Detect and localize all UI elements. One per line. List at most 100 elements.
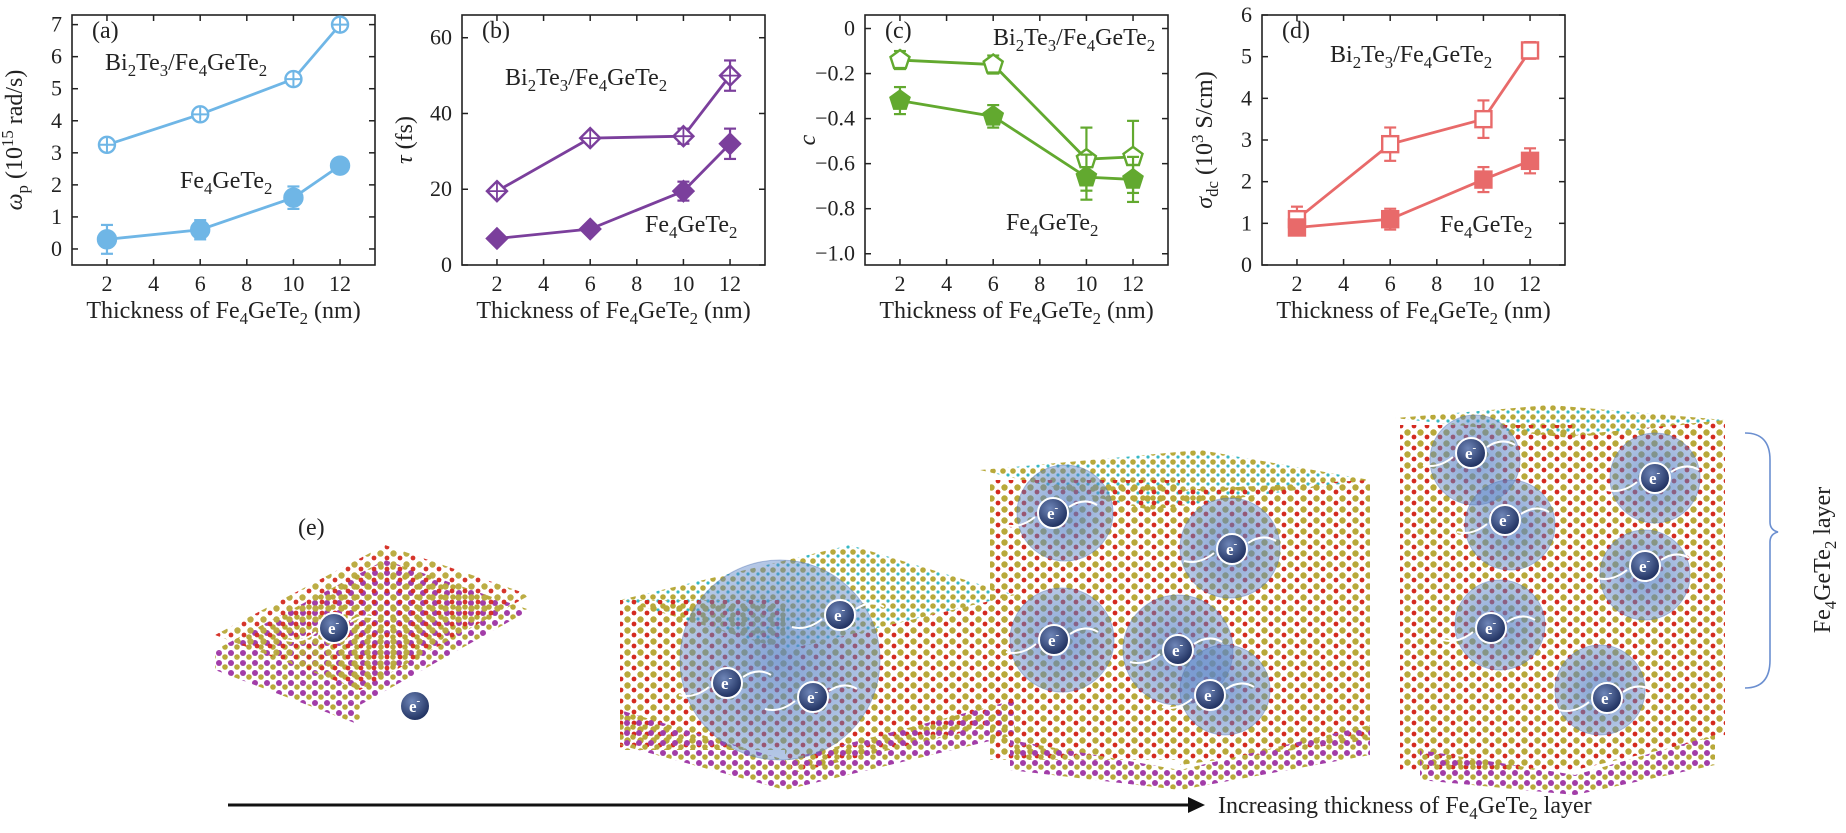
x-tick-label: 6 xyxy=(195,271,206,296)
electron-label: e- xyxy=(1465,442,1477,463)
x-tick-label: 12 xyxy=(1519,271,1541,296)
y-tick-label: −0.4 xyxy=(815,106,855,131)
series-fe4gete2 xyxy=(96,155,351,255)
electron-path xyxy=(1596,569,1628,580)
plot-frame xyxy=(461,14,766,266)
electron: e- xyxy=(791,599,885,631)
electron-path xyxy=(1068,500,1098,508)
data-point xyxy=(982,53,1005,74)
x-tick-label: 4 xyxy=(941,271,952,296)
series-fe4gete2 xyxy=(1287,147,1540,237)
y-tick-label: 2 xyxy=(1241,169,1252,194)
y-axis-label: ωp (1015 rad/s) xyxy=(0,70,32,211)
data-point xyxy=(189,219,211,240)
x-axis-label: Thickness of Fe4GeTe2 (nm) xyxy=(86,298,360,328)
arrow-head xyxy=(1188,797,1205,813)
electron-path xyxy=(1506,615,1536,623)
data-point xyxy=(889,48,911,70)
x-tick-label: 2 xyxy=(491,271,502,296)
y-tick-label: 0 xyxy=(1241,252,1252,277)
panel-label: (a) xyxy=(92,18,119,44)
y-tick-label: 3 xyxy=(1241,127,1252,152)
series-line xyxy=(496,142,732,240)
x-tick-label: 12 xyxy=(1122,271,1144,296)
electron-sphere xyxy=(1455,437,1487,469)
electron-sphere xyxy=(1629,550,1661,582)
electron: e- xyxy=(285,612,379,644)
series-line xyxy=(496,74,732,193)
x-tick-label: 2 xyxy=(101,271,112,296)
series-heterostructure xyxy=(889,48,1144,195)
illustration-panel-e: (e)e-e-e-e-e-e-e-e-e-e-e-e-e-e-e-e-Fe4Ge… xyxy=(215,405,1840,823)
electron: e- xyxy=(1422,437,1516,469)
series-label-heterostructure: Bi2Te3/Fe4GeTe2 xyxy=(505,65,667,95)
y-tick-label: 2 xyxy=(51,172,62,197)
electron-path xyxy=(1193,637,1223,645)
y-tick-label: −1.0 xyxy=(815,241,855,266)
electron: e- xyxy=(1442,612,1536,644)
electron-path xyxy=(1442,631,1474,642)
data-point xyxy=(329,155,351,176)
structure-2: e-e-e- xyxy=(620,545,1015,790)
y-tick-label: 7 xyxy=(51,12,62,37)
series-label-fe4gete2: Fe4GeTe2 xyxy=(180,168,272,198)
x-tick-label: 6 xyxy=(988,271,999,296)
data-point xyxy=(1380,134,1400,154)
y-tick-label: −0.2 xyxy=(815,61,855,86)
data-point xyxy=(578,217,602,241)
electron: e- xyxy=(678,667,772,699)
plot-frame xyxy=(864,14,1169,266)
electron-path xyxy=(828,684,858,692)
electron-path xyxy=(1183,552,1215,563)
electron-path xyxy=(1456,523,1488,534)
series-label-heterostructure: Bi2Te3/Fe4GeTe2 xyxy=(1330,42,1492,72)
electron-sphere xyxy=(1475,612,1507,644)
y-tick-label: −0.6 xyxy=(815,151,855,176)
electron-sphere xyxy=(1037,497,1069,529)
series-heterostructure xyxy=(97,15,350,155)
data-point xyxy=(1075,165,1098,187)
electron-sphere xyxy=(1162,634,1194,666)
electron-path xyxy=(1422,456,1454,467)
electron-label: e- xyxy=(409,695,421,716)
y-tick-label: 4 xyxy=(51,108,62,133)
electron-label: e- xyxy=(721,672,733,693)
electron-label: e- xyxy=(328,617,340,638)
electron-path xyxy=(1005,643,1037,654)
thickness-arrow: Increasing thickness of Fe4GeTe2 layer xyxy=(228,793,1592,823)
y-tick-label: 1 xyxy=(51,204,62,229)
electron-path xyxy=(678,686,710,697)
data-point xyxy=(718,132,742,156)
electron-sphere xyxy=(711,667,743,699)
electron: e- xyxy=(1558,682,1652,714)
x-tick-label: 2 xyxy=(1291,271,1302,296)
x-tick-label: 10 xyxy=(282,271,304,296)
electron-label: e- xyxy=(1047,502,1059,523)
y-tick-label: 1 xyxy=(1241,210,1252,235)
x-tick-label: 8 xyxy=(1034,271,1045,296)
electron-label: e- xyxy=(1499,509,1511,530)
electron-sphere xyxy=(1038,624,1070,656)
series-label-fe4gete2: Fe4GeTe2 xyxy=(1440,212,1532,242)
series-label-fe4gete2: Fe4GeTe2 xyxy=(645,212,737,242)
y-axis-label: c xyxy=(795,134,821,145)
y-tick-label: 5 xyxy=(1241,44,1252,69)
electron: e- xyxy=(1183,533,1277,565)
x-tick-label: 2 xyxy=(894,271,905,296)
electron: e- xyxy=(1161,679,1255,711)
x-axis-label: Thickness of Fe4GeTe2 (nm) xyxy=(1276,298,1550,328)
electron-path xyxy=(1520,507,1550,515)
electron-sphere xyxy=(318,612,350,644)
structure-4: e-e-e-e-e-e- xyxy=(1395,405,1725,795)
data-point xyxy=(1474,170,1493,189)
electron-sphere xyxy=(1639,462,1671,494)
electron: e- xyxy=(1596,550,1690,582)
thickness-bracket: Fe4GeTe2 layer xyxy=(1744,432,1840,689)
electron: e- xyxy=(1004,497,1098,529)
electron: e- xyxy=(1005,624,1099,656)
arrow-caption: Increasing thickness of Fe4GeTe2 layer xyxy=(1218,793,1592,823)
substrate xyxy=(620,700,1015,790)
electron-cloud xyxy=(679,559,881,761)
